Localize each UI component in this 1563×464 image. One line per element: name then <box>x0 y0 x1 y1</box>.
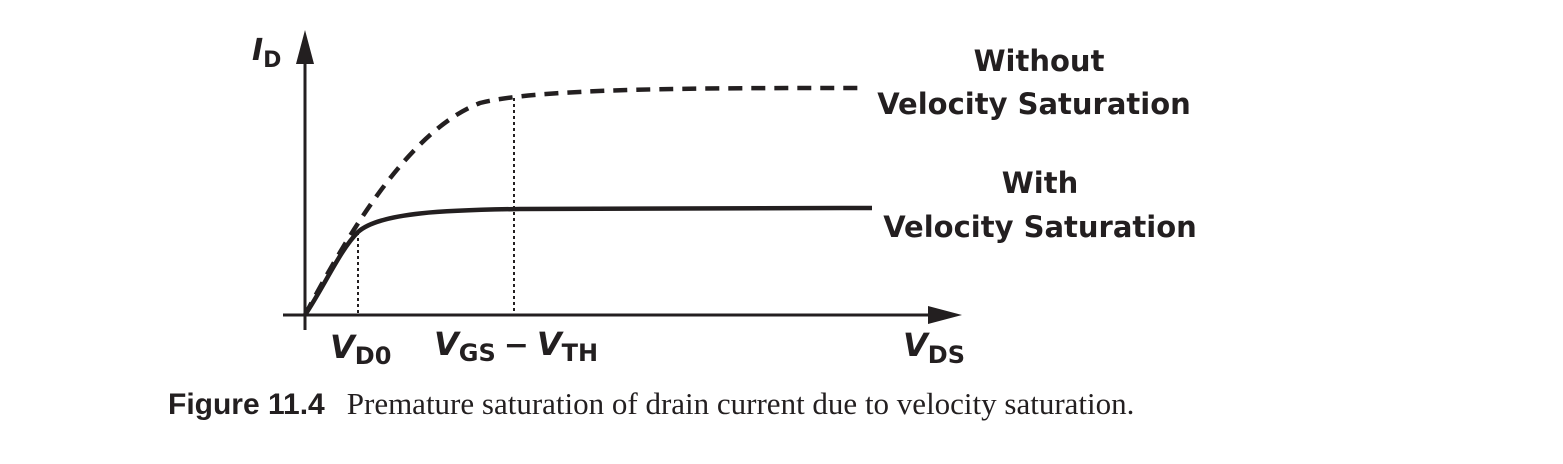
figure-number: Figure 11.4 <box>168 388 325 421</box>
y-axis-symbol: I <box>252 33 263 68</box>
vd0-symbol: V <box>330 328 357 366</box>
y-axis-arrowhead <box>296 30 314 64</box>
x-axis-subscript: DS <box>928 341 965 369</box>
x-axis-symbol: V <box>903 326 930 364</box>
curve-without-velocity-saturation <box>303 85 863 317</box>
vd0-label: VD0 <box>330 328 391 370</box>
with-label-line1: With <box>1002 166 1078 200</box>
vgs-subscript: GS <box>459 339 496 367</box>
x-axis-label: VDS <box>903 326 965 369</box>
axes <box>283 30 962 330</box>
vgs-vth-label: VGS − VTH <box>434 325 598 367</box>
curve-with-velocity-saturation <box>303 205 873 317</box>
figure-caption: Figure 11.4 Premature saturation of drain… <box>168 386 1134 422</box>
without-label-line1: Without <box>974 44 1105 78</box>
vd0-subscript: D0 <box>355 342 392 370</box>
without-label-line2: Velocity Saturation <box>877 87 1191 121</box>
vgs-symbol: V <box>434 325 461 363</box>
y-axis-subscript: D <box>263 48 281 73</box>
y-axis-label: ID <box>252 33 281 73</box>
x-axis-arrowhead <box>928 306 962 324</box>
vth-symbol: V <box>537 325 564 363</box>
with-label-line2: Velocity Saturation <box>883 210 1197 244</box>
figure-caption-text: Premature saturation of drain current du… <box>346 386 1135 421</box>
vth-subscript: TH <box>562 339 598 367</box>
minus-operator: − <box>504 328 529 363</box>
